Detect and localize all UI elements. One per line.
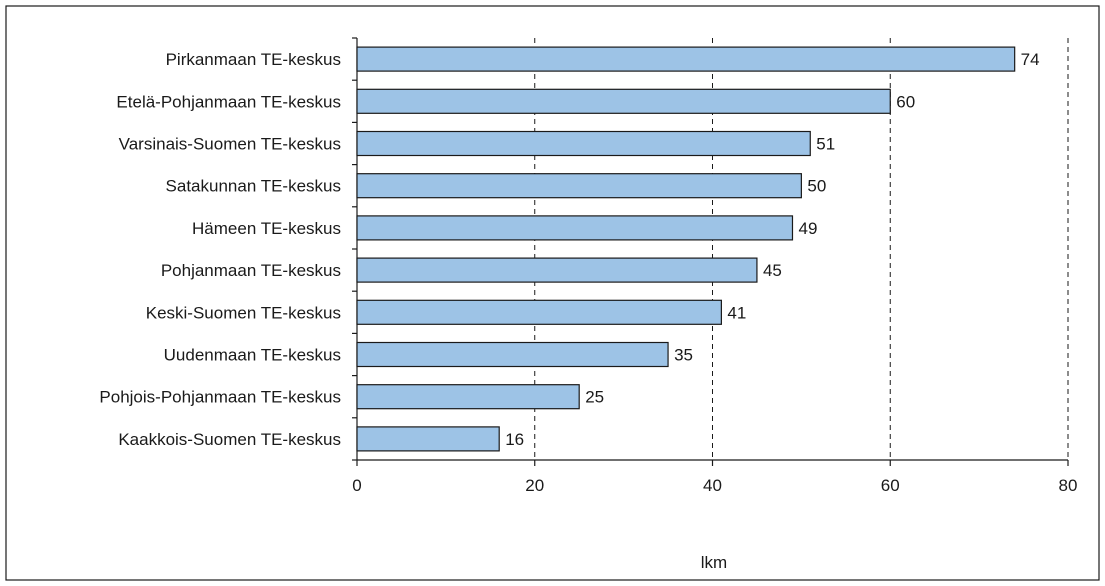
bar bbox=[356, 215, 794, 241]
bar-value-label: 74 bbox=[1021, 50, 1040, 69]
category-label: Pirkanmaan TE-keskus bbox=[166, 50, 341, 69]
bar bbox=[356, 88, 891, 114]
category-label: Satakunnan TE-keskus bbox=[166, 177, 341, 196]
x-tick-label: 20 bbox=[525, 476, 544, 495]
category-label: Hämeen TE-keskus bbox=[192, 219, 341, 238]
bar-value-label: 25 bbox=[585, 388, 604, 407]
category-label: Kaakkois-Suomen TE-keskus bbox=[118, 430, 341, 449]
x-tick-label: 80 bbox=[1059, 476, 1078, 495]
bar bbox=[356, 426, 500, 452]
bar-value-label: 45 bbox=[763, 261, 782, 280]
bar bbox=[356, 384, 580, 410]
bar bbox=[356, 341, 669, 368]
bar-value-label: 50 bbox=[807, 177, 826, 196]
category-label: Uudenmaan TE-keskus bbox=[164, 346, 341, 365]
bar-value-label: 49 bbox=[798, 219, 817, 238]
x-axis-title: lkm bbox=[701, 553, 727, 572]
bar-value-label: 16 bbox=[505, 430, 524, 449]
labels: 0 20 40 60 80 Pirkanmaan TE-keskus 74 Etelä-Poh… bbox=[99, 50, 1077, 495]
bar bbox=[356, 130, 811, 157]
bar-value-label: 51 bbox=[816, 135, 835, 154]
category-label: Etelä-Pohjanmaan TE-keskus bbox=[116, 92, 341, 111]
bar bbox=[356, 46, 1016, 72]
category-label: Varsinais-Suomen TE-keskus bbox=[119, 135, 341, 154]
category-label: Pohjanmaan TE-keskus bbox=[161, 261, 341, 280]
x-tick-label: 0 bbox=[352, 476, 361, 495]
bar-value-label: 35 bbox=[674, 346, 693, 365]
x-tick-label: 60 bbox=[881, 476, 900, 495]
category-label: Pohjois-Pohjanmaan TE-keskus bbox=[99, 388, 341, 407]
bars bbox=[356, 46, 1016, 452]
bar bbox=[356, 299, 722, 325]
category-label: Keski-Suomen TE-keskus bbox=[146, 303, 341, 322]
bar bbox=[356, 257, 758, 283]
bar-value-label: 41 bbox=[727, 303, 746, 322]
x-tick-label: 40 bbox=[703, 476, 722, 495]
bar bbox=[356, 173, 802, 199]
bar-value-label: 60 bbox=[896, 92, 915, 111]
